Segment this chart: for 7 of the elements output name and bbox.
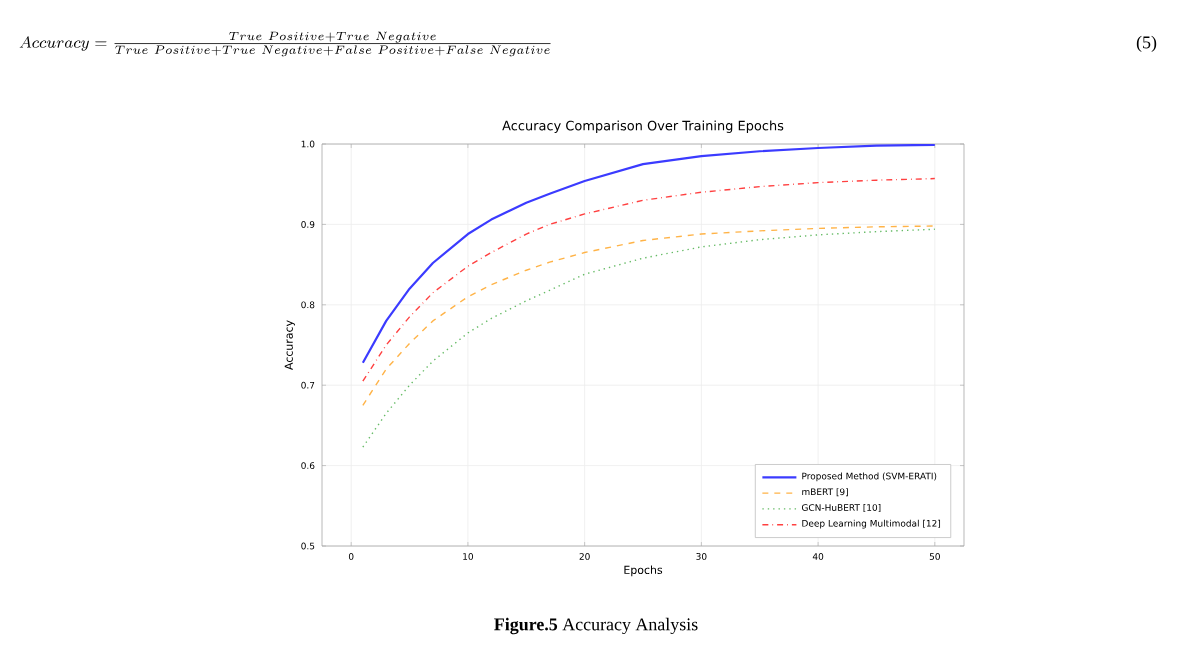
line-series [362, 225, 936, 406]
line-series [362, 228, 936, 448]
text: Figure.5 Accuracy Analysis [494, 617, 698, 635]
line-series [362, 177, 936, 382]
text: (5) [1136, 35, 1157, 53]
text: $Accuracy=\frac{True\ Positive+True\ Negative}{True\ Positive+True\ Negative+False\ Positive+False\ Negative}$ [19, 31, 551, 57]
line-series [361, 144, 936, 364]
